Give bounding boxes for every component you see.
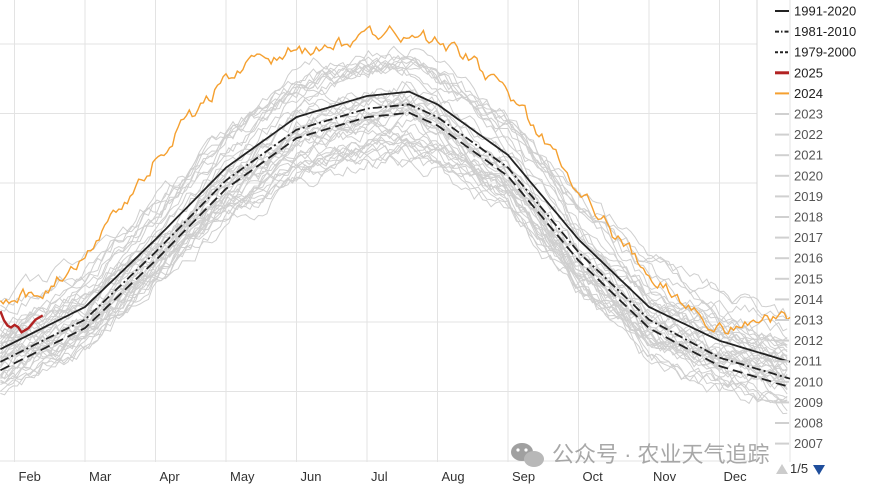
legend-label: 2022 [794, 127, 823, 142]
historical-year-line [0, 120, 788, 404]
historical-year-line [0, 87, 788, 361]
legend-label: 2025 [794, 65, 823, 80]
legend-item[interactable]: 2015 [775, 271, 823, 286]
legend-item[interactable]: 2009 [775, 395, 823, 410]
legend-item[interactable]: 2010 [775, 374, 823, 389]
x-tick-label: Mar [89, 469, 112, 484]
series-line-2025 [0, 310, 44, 334]
historical-year-line [0, 94, 788, 412]
legend-item[interactable]: 1991-2020 [775, 4, 856, 19]
historical-year-line [0, 89, 788, 395]
series-line-1979-2000 [0, 111, 791, 388]
x-tick-label: May [230, 469, 255, 484]
legend-label: 2013 [794, 313, 823, 328]
triangle-up-icon[interactable] [776, 464, 788, 474]
legend-page-indicator: 1/5 [790, 461, 808, 476]
historical-year-line [0, 45, 788, 369]
legend-label: 2007 [794, 436, 823, 451]
legend-label: 2011 [794, 354, 822, 369]
chart-legend[interactable]: 1991-2020 1981-2010 1979-2000 2025 2024 2023 2… [775, 4, 856, 452]
legend-item[interactable]: 2024 [775, 86, 823, 101]
legend-item[interactable]: 2014 [775, 292, 823, 307]
historical-year-line [0, 119, 788, 369]
legend-label: 2019 [794, 189, 823, 204]
historical-year-line [0, 101, 788, 357]
legend-item[interactable]: 2019 [775, 189, 823, 204]
legend-item[interactable]: 2017 [775, 230, 823, 245]
legend-item[interactable]: 2016 [775, 251, 823, 266]
historical-year-line [0, 144, 788, 346]
legend-item[interactable]: 2023 [775, 107, 823, 122]
historical-year-line [0, 128, 788, 384]
legend-item[interactable]: 1979-2000 [775, 45, 856, 60]
legend-item[interactable]: 2020 [775, 168, 823, 183]
legend-item[interactable]: 2011 [775, 354, 822, 369]
legend-label: 1981-2010 [794, 24, 856, 39]
historical-year-line [0, 132, 788, 380]
chart-series [0, 24, 791, 388]
historical-year-line [0, 61, 788, 353]
historical-year-line [0, 56, 788, 347]
x-tick-label: Dec [724, 469, 748, 484]
x-tick-label: Apr [160, 469, 181, 484]
legend-label: 2021 [794, 148, 823, 163]
watermark: 公众号 · 农业天气追踪 [511, 442, 770, 467]
watermark-text: 公众号 · 农业天气追踪 [552, 442, 770, 467]
x-tick-label: Oct [583, 469, 604, 484]
series-line-1991-2020 [0, 90, 791, 363]
historical-year-line [0, 91, 788, 380]
legend-item[interactable]: 2008 [775, 416, 823, 431]
legend-item[interactable]: 2022 [775, 127, 823, 142]
wechat-icon [511, 443, 544, 467]
historical-year-line [0, 102, 788, 415]
legend-label: 2023 [794, 107, 823, 122]
legend-item[interactable]: 2018 [775, 210, 823, 225]
historical-year-line [0, 144, 788, 364]
historical-year-line [0, 111, 788, 405]
legend-label: 2014 [794, 292, 823, 307]
historical-year-line [0, 109, 788, 391]
series-line-2024 [0, 24, 791, 335]
legend-label: 2009 [794, 395, 823, 410]
legend-label: 1979-2000 [794, 45, 856, 60]
x-tick-label: Jun [301, 469, 322, 484]
legend-label: 1991-2020 [794, 4, 856, 19]
legend-item[interactable]: 2013 [775, 313, 823, 328]
legend-label: 2020 [794, 168, 823, 183]
series-line-1981-2010 [0, 103, 791, 380]
x-tick-label: Feb [19, 469, 41, 484]
historical-year-line [0, 80, 788, 357]
x-tick-label: Nov [653, 469, 677, 484]
x-tick-label: Aug [442, 469, 465, 484]
x-tick-label: Jul [371, 469, 388, 484]
legend-item[interactable]: 2012 [775, 333, 823, 348]
historical-year-line [0, 56, 788, 340]
historical-year-line [0, 56, 788, 318]
legend-label: 2012 [794, 333, 823, 348]
legend-item[interactable]: 2007 [775, 436, 823, 451]
x-tick-label: Sep [512, 469, 535, 484]
legend-label: 2016 [794, 251, 823, 266]
legend-item[interactable]: 2021 [775, 148, 823, 163]
historical-year-lines [0, 45, 788, 415]
x-axis-tick-labels: Feb Mar Apr May Jun Jul Aug Sep Oct Nov Dec [19, 469, 748, 484]
legend-item[interactable]: 1981-2010 [775, 24, 856, 39]
legend-label: 2024 [794, 86, 823, 101]
legend-item[interactable]: 2025 [775, 65, 823, 80]
legend-label: 2010 [794, 374, 823, 389]
legend-pager[interactable]: 1/5 [776, 461, 825, 476]
legend-label: 2017 [794, 230, 823, 245]
legend-label: 2015 [794, 271, 823, 286]
historical-year-line [0, 136, 788, 382]
legend-label: 2008 [794, 416, 823, 431]
legend-label: 2018 [794, 210, 823, 225]
triangle-down-icon[interactable] [813, 465, 825, 475]
